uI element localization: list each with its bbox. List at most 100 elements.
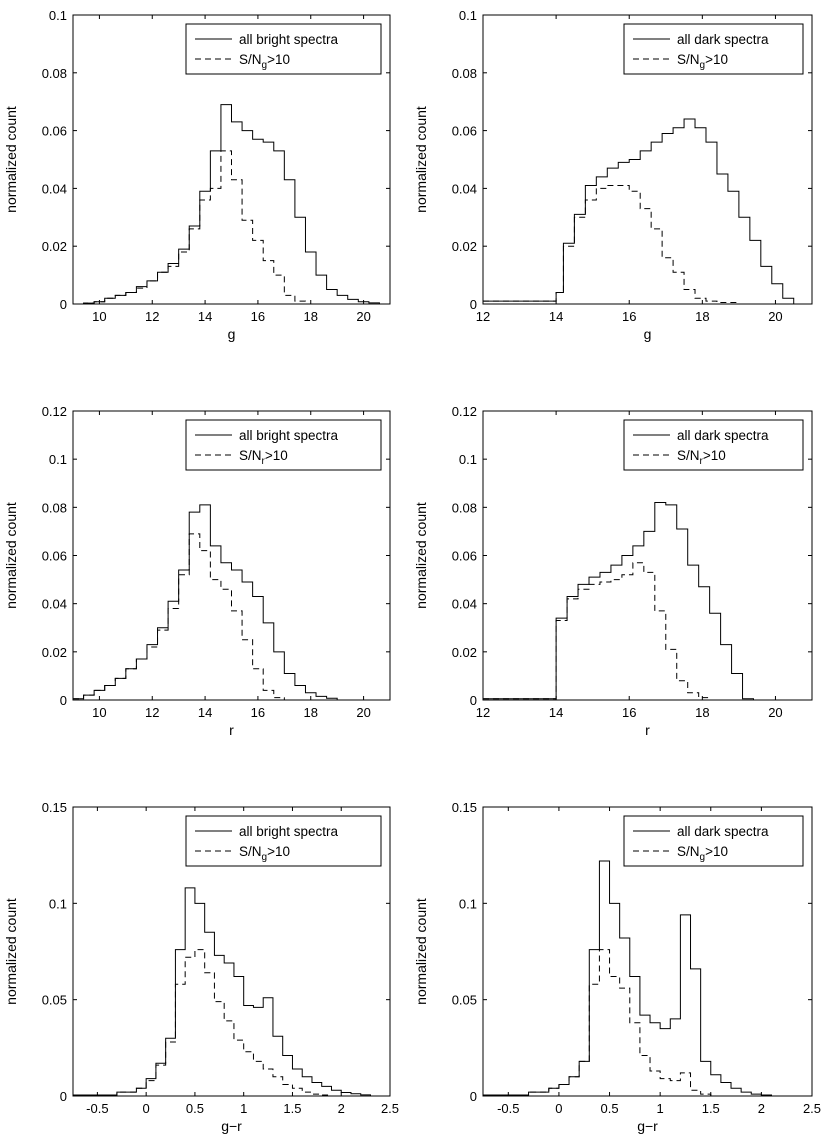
legend-entry-label: all dark spectra [677,428,769,443]
y-axis-label: normalized count [3,106,19,213]
legend-entry-label: all dark spectra [677,32,769,47]
y-tick-label: 0 [60,1089,67,1104]
x-tick-label: 0.5 [600,1101,618,1116]
y-axis-label: normalized count [3,898,19,1005]
y-tick-label: 0.02 [452,645,477,660]
x-tick-label: 10 [92,705,106,720]
legend-entry-label: S/Ng>10 [239,844,290,863]
x-tick-label: 16 [622,309,636,324]
x-tick-label: 1.5 [283,1101,301,1116]
series-snr-cut-line [73,150,390,305]
series-all-line [73,104,390,305]
x-tick-label: 16 [622,705,636,720]
x-tick-label: 0.5 [186,1101,204,1116]
y-tick-label: 0.12 [42,404,67,419]
x-tick-label: 16 [251,705,265,720]
series-snr-cut-line [73,533,390,701]
x-axis-label: g−r [221,1118,242,1134]
x-tick-label: 20 [356,705,370,720]
series-all-line [483,502,812,701]
legend-entry-label: all bright spectra [239,824,339,839]
y-tick-label: 0.06 [452,124,477,139]
y-tick-label: 0.08 [452,500,477,515]
x-tick-label: 18 [695,705,709,720]
y-tick-label: 0.05 [452,993,477,1008]
x-tick-label: 2.5 [803,1101,821,1116]
y-tick-label: 0.06 [42,124,67,139]
series-all-line [483,860,812,1097]
x-tick-label: 12 [145,309,159,324]
legend-entry-label: all bright spectra [239,32,339,47]
x-tick-label: 18 [695,309,709,324]
chart-panel-g-dark: 12 14 16 18 20 0 0.02 0.04 0.06 0.08 0.1 g normalize… [413,8,813,342]
y-tick-label: 0.1 [459,896,477,911]
y-tick-label: 0 [470,1089,477,1104]
chart-panel-g-bright: 10 12 14 16 18 20 0 0.02 0.04 0.06 0.08 0.1 g normali… [3,8,391,342]
x-tick-label: 20 [356,309,370,324]
x-tick-label: 2 [338,1101,345,1116]
x-tick-label: 1 [240,1101,247,1116]
y-tick-label: 0.04 [42,597,67,612]
series-snr-cut-line [483,185,812,305]
plot-frame [72,14,391,305]
x-tick-label: 14 [198,705,212,720]
y-tick-label: 0 [470,297,477,312]
legend: all bright spectra S/Ng>10 [185,815,382,867]
chart-panel-r-bright: 10 12 14 16 18 20 0 0.02 0.04 0.06 0.08 0.1 0.12 r nor… [3,404,391,738]
x-axis-label: g−r [637,1118,658,1134]
series-snr-cut-line [483,562,812,701]
legend: all bright spectra S/Nr>10 [185,419,382,471]
x-tick-label: 18 [304,705,318,720]
chart-panel-gr-bright: -0.5 0 0.5 1 1.5 2 2.5 0 0.05 0.1 0.15 g−r normalize… [3,800,399,1134]
y-axis-label: normalized count [413,106,429,213]
plot-frame [482,806,813,1097]
legend-box [623,23,804,75]
y-axis-label: normalized count [3,502,19,609]
legend-entry-label: all bright spectra [239,428,339,443]
y-axis-label: normalized count [413,502,429,609]
x-tick-label: 1 [657,1101,664,1116]
series-all-line [73,887,390,1097]
plot-frame [72,806,391,1097]
x-tick-label: -0.5 [497,1101,519,1116]
legend-box [623,815,804,867]
x-axis-label: r [645,722,650,738]
x-axis-label: g [644,326,652,342]
y-tick-label: 0 [470,693,477,708]
legend-box [185,815,382,867]
legend-entry-label: S/Ng>10 [677,52,728,71]
plot-frame [482,410,813,701]
legend-box [623,419,804,471]
legend-entry-label: all dark spectra [677,824,769,839]
legend: all bright spectra S/Ng>10 [185,23,382,75]
x-tick-label: 1.5 [702,1101,720,1116]
y-tick-label: 0.08 [452,66,477,81]
x-tick-label: 0 [143,1101,150,1116]
y-tick-label: 0.06 [452,549,477,564]
y-tick-label: 0.02 [452,239,477,254]
chart-panel-gr-dark: -0.5 0 0.5 1 1.5 2 2.5 0 0.05 0.1 0.15 g−r normalize… [413,800,821,1134]
legend: all dark spectra S/Ng>10 [623,815,804,867]
legend-box [185,419,382,471]
x-tick-label: 16 [251,309,265,324]
y-tick-label: 0.08 [42,500,67,515]
plot-frame [482,14,813,305]
x-tick-label: -0.5 [86,1101,108,1116]
x-tick-label: 20 [768,309,782,324]
plot-frame [72,410,391,701]
x-tick-label: 0 [555,1101,562,1116]
x-tick-label: 2.5 [381,1101,399,1116]
x-tick-label: 2 [758,1101,765,1116]
y-tick-label: 0.1 [459,452,477,467]
y-tick-label: 0.08 [42,66,67,81]
y-tick-label: 0.06 [42,549,67,564]
x-tick-label: 18 [304,309,318,324]
x-tick-label: 12 [145,705,159,720]
y-tick-label: 0.1 [49,8,67,23]
legend-entry-label: S/Ng>10 [677,844,728,863]
series-snr-cut-line [483,949,812,1097]
legend-entry-label: S/Ng>10 [239,52,290,71]
x-tick-label: 10 [92,309,106,324]
y-tick-label: 0.1 [49,896,67,911]
